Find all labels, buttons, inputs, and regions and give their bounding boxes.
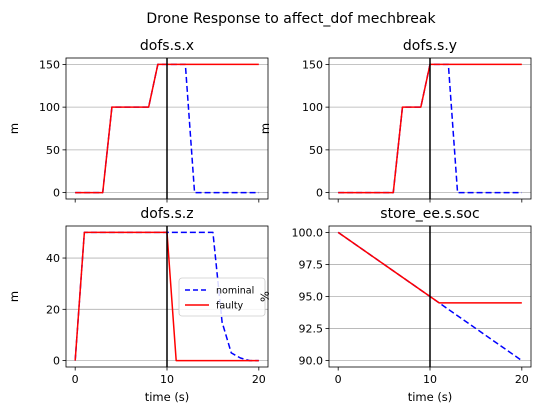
y-tick-label: 150 xyxy=(302,58,323,71)
y-tick-label: 0 xyxy=(316,187,323,200)
y-axis-label: m xyxy=(7,291,21,302)
x-tick-label: 0 xyxy=(335,373,342,386)
x-tick-label: 20 xyxy=(515,373,529,386)
x-axis-label: time (s) xyxy=(145,390,190,404)
subplot-4: 0 10 20 90.0 92.5 95.0 97.5 100.0 store_ee.s.soc… xyxy=(258,206,532,404)
y-tick-label: 100 xyxy=(39,101,60,114)
subplot-title: dofs.s.y xyxy=(403,38,457,54)
subplot-title: store_ee.s.soc xyxy=(380,206,479,222)
y-axis-label: m xyxy=(258,123,272,134)
legend-box xyxy=(178,277,266,317)
y-tick-label: 92.5 xyxy=(299,323,324,336)
y-axis-label: % xyxy=(258,291,272,302)
y-tick-label: 50 xyxy=(46,144,60,157)
legend-label-nominal: nominal xyxy=(216,286,254,297)
y-tick-label: 95.0 xyxy=(299,291,324,304)
series-line-faulty xyxy=(337,231,522,304)
y-tick-label: 0 xyxy=(53,187,60,200)
y-tick-label: 100.0 xyxy=(292,226,324,239)
figure-title: Drone Response to affect_dof mechbreak xyxy=(146,11,436,27)
y-axis-label: m xyxy=(7,123,21,134)
y-tick-label: 150 xyxy=(39,58,60,71)
x-axis-label: time (s) xyxy=(408,390,453,404)
subplot-2: 0 50 100 150 dofs.s.y m xyxy=(258,38,532,203)
y-tick-label: 20 xyxy=(46,303,60,316)
subplot-3: 0 10 20 0 20 40 dofs.s.z m time (s) nominal faulty xyxy=(7,206,269,404)
x-tick-label: 10 xyxy=(160,373,174,386)
y-tick-label: 40 xyxy=(46,252,60,265)
y-tick-label: 97.5 xyxy=(299,258,324,271)
y-tick-label: 100 xyxy=(302,101,323,114)
x-tick-label: 20 xyxy=(252,373,266,386)
legend: nominal faulty xyxy=(178,277,266,317)
subplot-1: 0 50 100 150 dofs.s.x m xyxy=(7,38,269,203)
y-tick-label: 0 xyxy=(53,355,60,368)
subplot-title: dofs.s.z xyxy=(140,206,193,222)
x-tick-label: 10 xyxy=(423,373,437,386)
x-tick-label: 0 xyxy=(72,373,79,386)
y-tick-label: 90.0 xyxy=(299,355,324,368)
y-tick-label: 50 xyxy=(309,144,323,157)
subplot-title: dofs.s.x xyxy=(140,38,194,54)
legend-label-faulty: faulty xyxy=(216,301,244,312)
